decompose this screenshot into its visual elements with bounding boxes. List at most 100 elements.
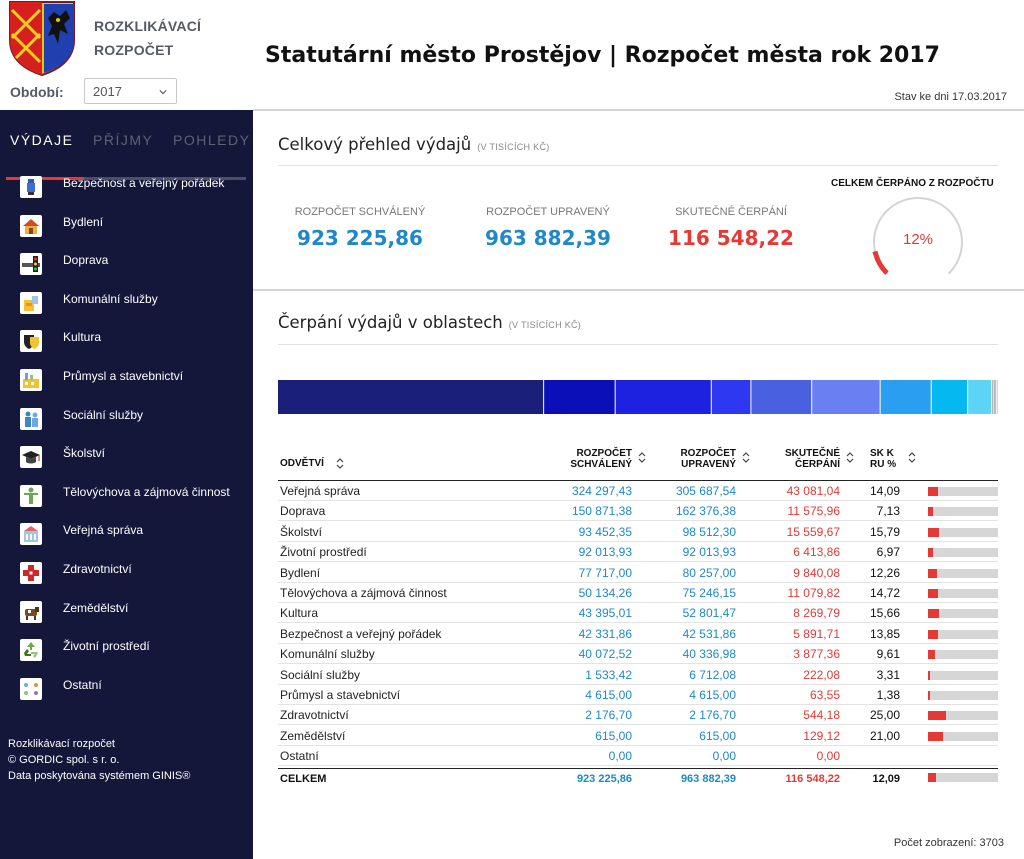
cell-name: Zdravotnictví xyxy=(280,708,349,723)
table-row[interactable]: Průmysl a stavebnictví 4 615,00 4 615,00 63… xyxy=(278,685,998,705)
tab-active-indicator xyxy=(6,177,84,180)
th-modified[interactable]: ROZPOČET UPRAVENÝ xyxy=(666,448,750,470)
gauge-track xyxy=(873,197,963,275)
table-row[interactable]: Komunální služby 40 072,52 40 336,98 3 877,… xyxy=(278,644,998,665)
table-row[interactable]: Zdravotnictví 2 176,70 2 176,70 544,18 25,00 xyxy=(278,705,998,726)
cell-modified: 2 176,70 xyxy=(689,708,736,723)
cell-modified: 615,00 xyxy=(699,728,736,743)
cell-name: Bezpečnost a veřejný pořádek xyxy=(280,626,442,641)
area-segment[interactable] xyxy=(968,380,992,414)
sidebar-item[interactable]: Bezpečnost a veřejný pořádek xyxy=(0,168,253,206)
table-row[interactable]: Bydlení 77 717,00 80 257,00 9 840,08 12,26 xyxy=(278,563,998,583)
cell-pct: 14,72 xyxy=(869,586,900,600)
footer-product: Rozklikávací rozpočet xyxy=(8,738,115,750)
sidebar-item[interactable]: Kultura xyxy=(0,322,253,360)
table-row[interactable]: Tělovýchova a zájmová činnost 50 134,26 75… xyxy=(278,583,998,603)
area-segment[interactable] xyxy=(992,380,993,414)
cell-pct: 6,97 xyxy=(876,545,900,560)
cell-actual: 5 891,71 xyxy=(793,626,840,641)
cell-actual: 63,55 xyxy=(809,688,840,702)
cell-name: Životní prostředí xyxy=(280,545,367,560)
sidebar-item-label: Zdravotnictví xyxy=(63,562,132,576)
area-segment[interactable] xyxy=(931,380,968,414)
police-icon xyxy=(20,176,42,198)
th-actual[interactable]: SKUTEČNÉ ČERPÁNÍ xyxy=(770,448,854,470)
sidebar-item[interactable]: Zdravotnictví xyxy=(0,554,253,592)
sidebar-item[interactable]: Životní prostředí xyxy=(0,631,253,669)
sidebar-item[interactable]: Doprava xyxy=(0,245,253,283)
th-odvetvi[interactable]: ODVĚTVÍ xyxy=(280,458,344,469)
tab-prijmy[interactable]: PŘÍJMY xyxy=(93,132,154,148)
sidebar-item-label: Bydlení xyxy=(63,214,104,229)
cell-actual: 0,00 xyxy=(816,749,840,764)
th-approved[interactable]: ROZPOČET SCHVÁLENÝ xyxy=(562,448,646,470)
city-crest-logo xyxy=(9,1,75,76)
sidebar-item[interactable]: Ostatní xyxy=(0,670,253,708)
table-row[interactable]: Bezpečnost a veřejný pořádek 42 331,86 42 … xyxy=(278,624,998,644)
tab-vydaje[interactable]: VÝDAJE xyxy=(10,132,74,148)
cell-approved: 43 395,01 xyxy=(578,606,632,621)
sidebar-item[interactable]: Školství xyxy=(0,438,253,476)
sidebar-item[interactable]: Komunální služby xyxy=(0,284,253,322)
header-divider xyxy=(253,109,1024,111)
table-row[interactable]: Životní prostředí 92 013,93 92 013,93 6 413… xyxy=(278,542,998,563)
sidebar-item[interactable]: Bydlení xyxy=(0,207,253,245)
pct-bar-fill xyxy=(928,548,933,558)
sidebar-item[interactable]: Sociální služby xyxy=(0,400,253,438)
cell-approved: 150 871,38 xyxy=(571,504,632,519)
sidebar-item-label: Životní prostředí xyxy=(63,639,150,654)
table-row[interactable]: Doprava 150 871,38 162 376,38 11 575,96 7,13 xyxy=(278,501,998,522)
period-value: 2017 xyxy=(93,84,122,99)
area-segment[interactable] xyxy=(544,380,615,414)
pct-bar xyxy=(928,548,998,558)
th-actual-l2: ČERPÁNÍ xyxy=(794,459,840,470)
chevron-down-icon xyxy=(159,90,167,95)
cow-icon xyxy=(20,600,42,623)
cell-pct: 15,66 xyxy=(869,606,900,621)
area-segment[interactable] xyxy=(880,380,931,414)
cell-name: Ostatní xyxy=(280,749,319,764)
cell-actual: 9 840,08 xyxy=(793,565,840,580)
sidebar-item[interactable]: Veřejná správa xyxy=(0,515,253,553)
theatre-mask-icon xyxy=(20,330,42,353)
areas-title-text: Čerpání výdajů v oblastech xyxy=(278,313,503,332)
cell-pct: 3,31 xyxy=(876,667,900,682)
area-segment[interactable] xyxy=(993,380,995,414)
cell-modified: 75 246,15 xyxy=(682,586,736,600)
area-segment[interactable] xyxy=(615,380,711,414)
area-segment[interactable] xyxy=(812,380,880,414)
area-segment[interactable] xyxy=(278,380,544,414)
table-row[interactable]: Ostatní 0,00 0,00 0,00 xyxy=(278,746,998,767)
cell-modified: 162 376,38 xyxy=(675,504,736,519)
house-icon xyxy=(20,214,42,237)
cell-modified: 6 712,08 xyxy=(689,667,736,682)
sidebar-item[interactable]: Průmysl a stavebnictví xyxy=(0,361,253,399)
overview-unit: (V TISÍCÍCH KČ) xyxy=(477,142,550,152)
kpi-total-label: CELKEM ČERPÁNO Z ROZPOČTU xyxy=(831,178,994,189)
area-segment[interactable] xyxy=(751,380,812,414)
tab-underline xyxy=(6,177,246,180)
area-segment[interactable] xyxy=(997,380,998,414)
th-pct[interactable]: SK K RU % xyxy=(870,448,916,470)
th-approved-l2: SCHVÁLENÝ xyxy=(570,459,632,470)
table-row[interactable]: Zemědělství 615,00 615,00 129,12 21,00 xyxy=(278,726,998,746)
table-total-row[interactable]: CELKEM 923 225,86 963 882,39 116 548,22 12,0… xyxy=(278,767,998,788)
kpi-approved-label: ROZPOČET SCHVÁLENÝ xyxy=(294,206,426,218)
pct-bar xyxy=(928,650,998,660)
area-segment[interactable] xyxy=(711,380,751,414)
table-row[interactable]: Školství 93 452,35 98 512,30 15 559,67 15,79 xyxy=(278,522,998,542)
table-row[interactable]: Kultura 43 395,01 52 801,47 8 269,79 15,66 xyxy=(278,603,998,624)
brand-line-2: ROZPOČET xyxy=(94,42,174,58)
pct-bar xyxy=(928,609,998,619)
cell-actual: 544,18 xyxy=(803,708,840,723)
tab-pohledy[interactable]: POHLEDY xyxy=(173,132,251,148)
sidebar-item[interactable]: Zemědělství xyxy=(0,593,253,631)
area-segment[interactable] xyxy=(993,380,997,414)
period-select[interactable]: 2017 xyxy=(84,78,177,104)
sort-icon xyxy=(742,452,750,463)
header-rule xyxy=(278,480,998,481)
table-row[interactable]: Sociální služby 1 533,42 6 712,08 222,08 3,3… xyxy=(278,665,998,685)
sidebar-item-label: Veřejná správa xyxy=(63,523,144,538)
sidebar-item[interactable]: Tělovýchova a zájmová činnost xyxy=(0,477,253,515)
table-row[interactable]: Veřejná správa 324 297,43 305 687,54 43 081… xyxy=(278,481,998,501)
